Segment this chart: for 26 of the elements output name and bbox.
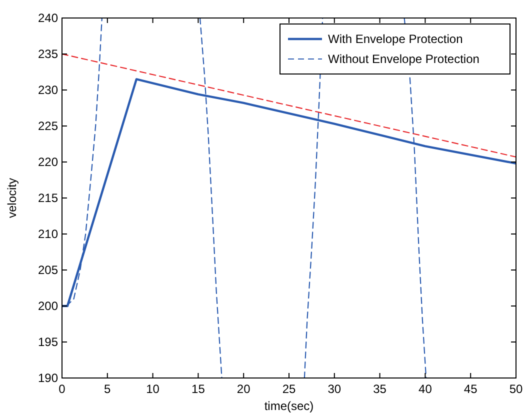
x-tick-label: 20 (236, 382, 251, 396)
x-tick-label: 10 (146, 382, 160, 396)
y-tick-label: 210 (38, 227, 58, 241)
x-tick-label: 5 (104, 382, 112, 396)
legend-label: Without Envelope Protection (328, 52, 480, 66)
x-tick-label: 45 (464, 382, 478, 396)
x-tick-label: 0 (58, 382, 66, 396)
y-tick-label: 205 (38, 263, 58, 277)
y-tick-label: 200 (38, 299, 58, 313)
x-tick-label: 35 (373, 382, 387, 396)
y-tick-label: 195 (38, 335, 58, 349)
y-tick-label: 235 (38, 47, 58, 61)
x-tick-label: 40 (418, 382, 432, 396)
x-tick-label: 15 (192, 382, 206, 396)
y-tick-label: 215 (38, 191, 58, 205)
y-tick-label: 240 (38, 11, 58, 25)
y-axis-title: velocity (5, 178, 19, 218)
y-tick-label: 190 (38, 371, 58, 385)
x-tick-label: 25 (282, 382, 296, 396)
x-tick-label: 30 (328, 382, 342, 396)
y-tick-label: 220 (38, 155, 58, 169)
x-tick-label: 50 (509, 382, 523, 396)
y-tick-label: 230 (38, 83, 58, 97)
y-tick-label: 225 (38, 119, 58, 133)
x-axis-title: time(sec) (264, 399, 314, 413)
legend-label: With Envelope Protection (328, 32, 463, 46)
